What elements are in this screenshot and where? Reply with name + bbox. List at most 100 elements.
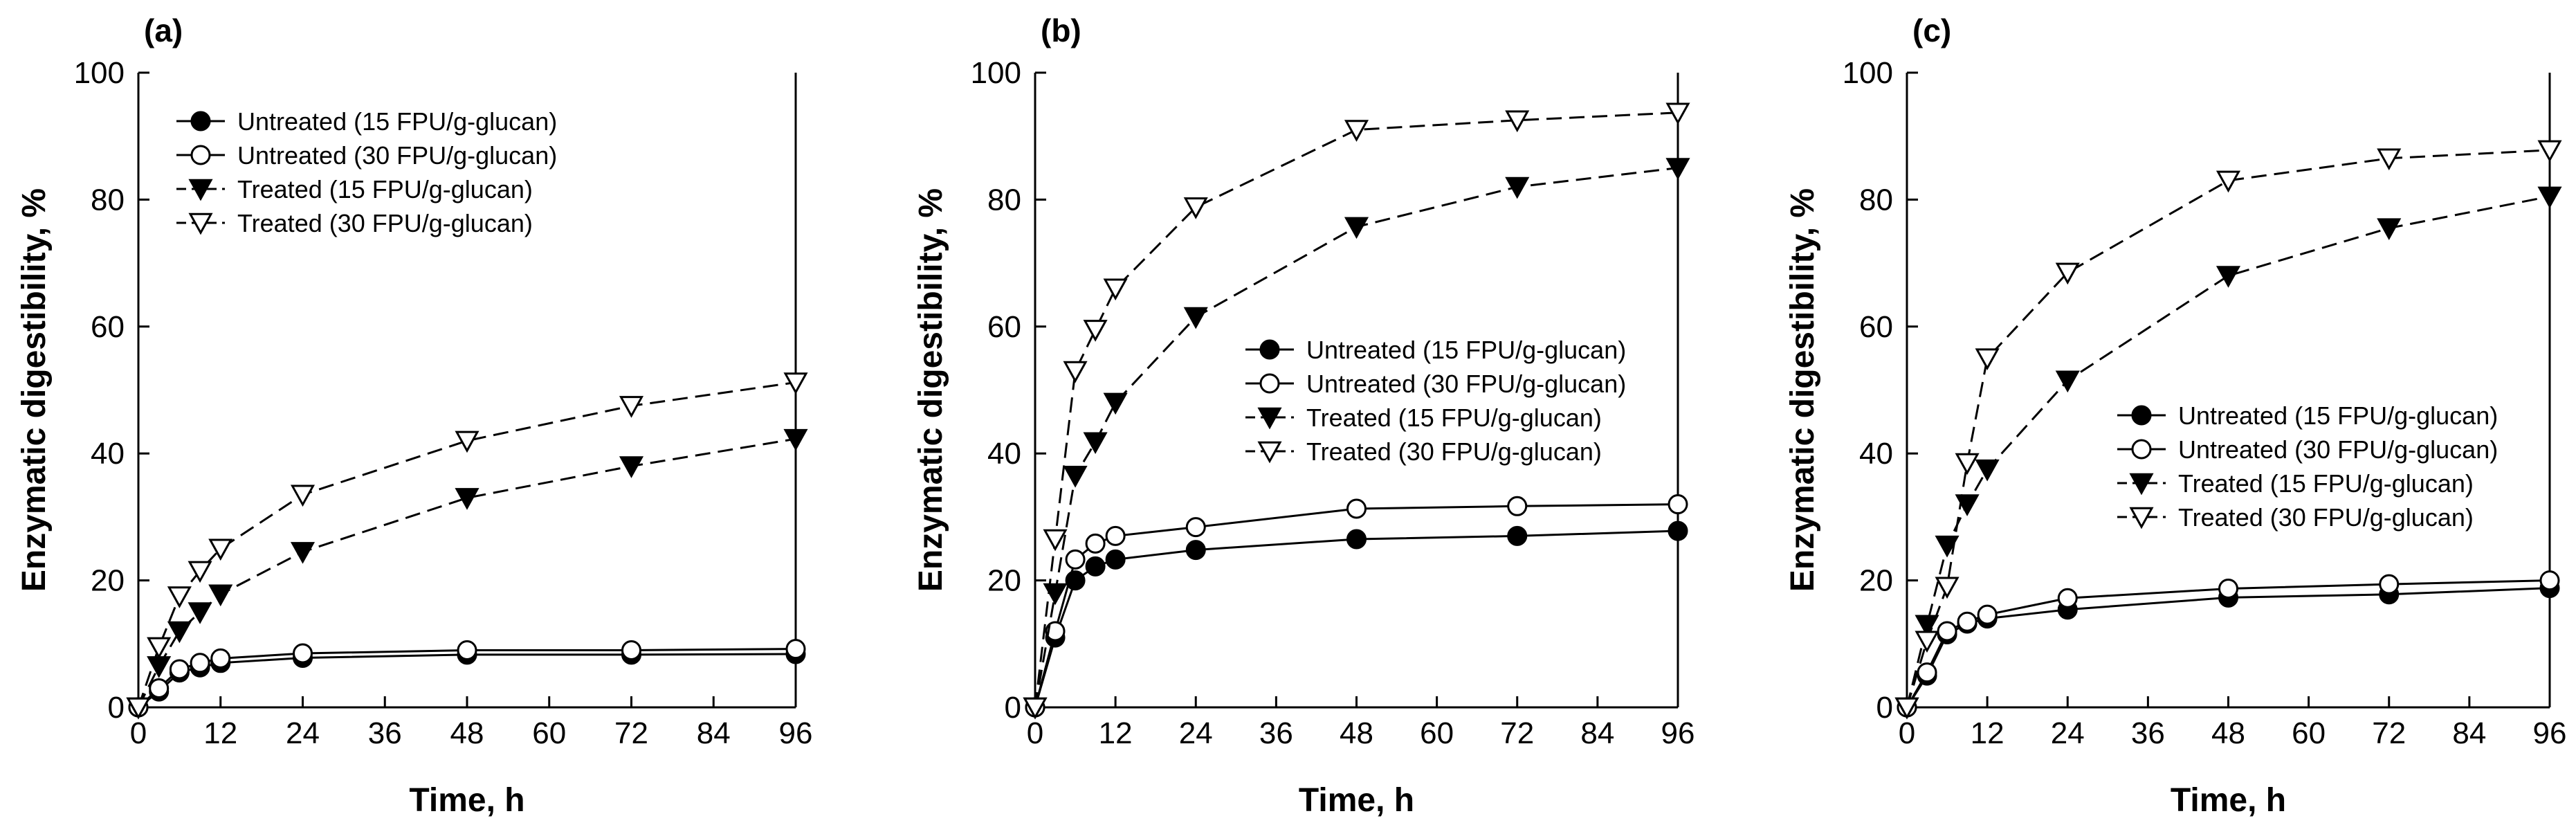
legend-entry: Untreated (15 FPU/g-glucan) bbox=[176, 107, 557, 136]
series-line bbox=[1034, 111, 1679, 708]
legend-entry: Treated (15 FPU/g-glucan) bbox=[1245, 404, 1602, 432]
data-point bbox=[126, 697, 151, 720]
x-tick-label: 84 bbox=[1580, 716, 1614, 750]
y-tick-label: 0 bbox=[1005, 691, 1021, 725]
data-point bbox=[1183, 197, 1208, 219]
x-tick-label: 96 bbox=[779, 716, 813, 750]
y-tick-label: 20 bbox=[987, 564, 1021, 598]
x-tick-label: 36 bbox=[368, 716, 402, 750]
x-tick-label: 12 bbox=[1099, 716, 1133, 750]
data-point bbox=[2379, 574, 2400, 595]
data-point bbox=[1183, 307, 1208, 329]
data-point bbox=[1085, 533, 1106, 554]
data-point bbox=[210, 648, 231, 669]
data-point bbox=[290, 484, 316, 507]
data-point bbox=[1665, 158, 1690, 180]
legend-marker-swatch bbox=[190, 145, 211, 165]
data-point bbox=[2055, 262, 2080, 285]
legend-entry: Treated (15 FPU/g-glucan) bbox=[2117, 469, 2474, 498]
data-point bbox=[1915, 631, 1939, 653]
data-point bbox=[1346, 498, 1367, 519]
legend-marker-swatch bbox=[188, 212, 213, 235]
series-open-triangle-down-dashed bbox=[126, 372, 808, 720]
data-point bbox=[190, 653, 210, 673]
x-tick-label: 12 bbox=[203, 716, 237, 750]
data-point bbox=[188, 602, 212, 624]
data-point bbox=[1937, 621, 1957, 642]
data-point bbox=[2537, 186, 2562, 209]
chart-panel-3: 0 12 24 36 48 60 72 84 96 0 20 40 60 80 100 Time, h Enzy… bbox=[1784, 12, 2566, 819]
y-axis-title: Enzymatic digestibility, % bbox=[16, 188, 53, 592]
legend-marker-swatch bbox=[2129, 507, 2154, 529]
x-axis-title: Time, h bbox=[1299, 782, 1414, 819]
series-open-triangle-down-dashed bbox=[1894, 140, 2562, 720]
legend-label: Treated (30 FPU/g-glucan) bbox=[1306, 437, 1602, 466]
chart-panel-2: 0 12 24 36 48 60 72 84 96 0 20 40 60 80 100 Time, h Enzy… bbox=[913, 12, 1695, 819]
x-tick-label: 24 bbox=[2051, 716, 2085, 750]
data-point bbox=[1346, 529, 1367, 550]
data-point bbox=[1665, 102, 1690, 125]
data-point bbox=[1344, 217, 1369, 239]
x-tick-label: 0 bbox=[1027, 716, 1043, 750]
x-tick-label: 24 bbox=[286, 716, 320, 750]
x-tick-label: 0 bbox=[1899, 716, 1915, 750]
data-point bbox=[167, 586, 192, 608]
data-point bbox=[1505, 176, 1530, 199]
legend-entry: Untreated (15 FPU/g-glucan) bbox=[1245, 336, 1626, 364]
data-point bbox=[619, 396, 644, 418]
data-point bbox=[1063, 466, 1088, 488]
x-tick-label: 24 bbox=[1179, 716, 1213, 750]
y-tick-label: 0 bbox=[1876, 691, 1893, 725]
series-line bbox=[137, 437, 796, 708]
data-point bbox=[1063, 361, 1088, 383]
x-tick-label: 60 bbox=[532, 716, 566, 750]
y-tick-label: 60 bbox=[1859, 310, 1893, 344]
x-tick-label: 72 bbox=[2372, 716, 2406, 750]
x-tick-label: 12 bbox=[1971, 716, 2004, 750]
data-point bbox=[2539, 570, 2560, 591]
series-line bbox=[137, 381, 796, 708]
data-point bbox=[1185, 517, 1206, 538]
y-tick-label: 0 bbox=[108, 691, 125, 725]
y-tick-label: 60 bbox=[987, 310, 1021, 344]
data-point bbox=[149, 678, 170, 698]
data-point bbox=[167, 621, 192, 644]
data-point bbox=[1085, 556, 1106, 577]
x-tick-label: 84 bbox=[697, 716, 731, 750]
data-point bbox=[1957, 611, 1977, 632]
data-point bbox=[147, 637, 172, 660]
legend: Untreated (15 FPU/g-glucan) Untreated (30… bbox=[1245, 336, 1626, 466]
x-tick-label: 60 bbox=[1420, 716, 1454, 750]
data-point bbox=[1103, 278, 1128, 301]
legend-label: Treated (30 FPU/g-glucan) bbox=[237, 209, 533, 237]
legend-marker-swatch bbox=[1259, 373, 1280, 394]
legend-label: Treated (15 FPU/g-glucan) bbox=[1306, 404, 1602, 432]
y-tick-label: 100 bbox=[971, 56, 1021, 90]
series-filled-circle-solid bbox=[1897, 578, 2560, 718]
data-point bbox=[188, 561, 212, 583]
legend-marker-swatch bbox=[1259, 339, 1280, 360]
data-point bbox=[1105, 525, 1126, 546]
data-point bbox=[621, 640, 641, 660]
y-tick-label: 40 bbox=[91, 437, 125, 471]
series-open-circle-solid bbox=[128, 639, 806, 718]
legend-label: Treated (30 FPU/g-glucan) bbox=[2178, 503, 2474, 532]
x-tick-label: 36 bbox=[1259, 716, 1293, 750]
x-tick-label: 48 bbox=[2211, 716, 2245, 750]
legend-marker-swatch bbox=[2131, 405, 2152, 426]
y-tick-label: 80 bbox=[91, 183, 125, 217]
data-point bbox=[2216, 266, 2241, 288]
data-point bbox=[1955, 453, 1980, 475]
y-tick-label: 20 bbox=[1859, 564, 1893, 598]
data-point bbox=[1344, 120, 1369, 142]
y-tick-label: 80 bbox=[1859, 183, 1893, 217]
data-point bbox=[1935, 535, 1960, 558]
data-point bbox=[169, 659, 190, 680]
data-point bbox=[619, 456, 644, 478]
x-tick-label: 0 bbox=[130, 716, 147, 750]
legend-marker-swatch bbox=[190, 111, 211, 132]
data-point bbox=[1935, 577, 1960, 599]
data-point bbox=[1507, 525, 1528, 546]
y-tick-label: 20 bbox=[91, 564, 125, 598]
